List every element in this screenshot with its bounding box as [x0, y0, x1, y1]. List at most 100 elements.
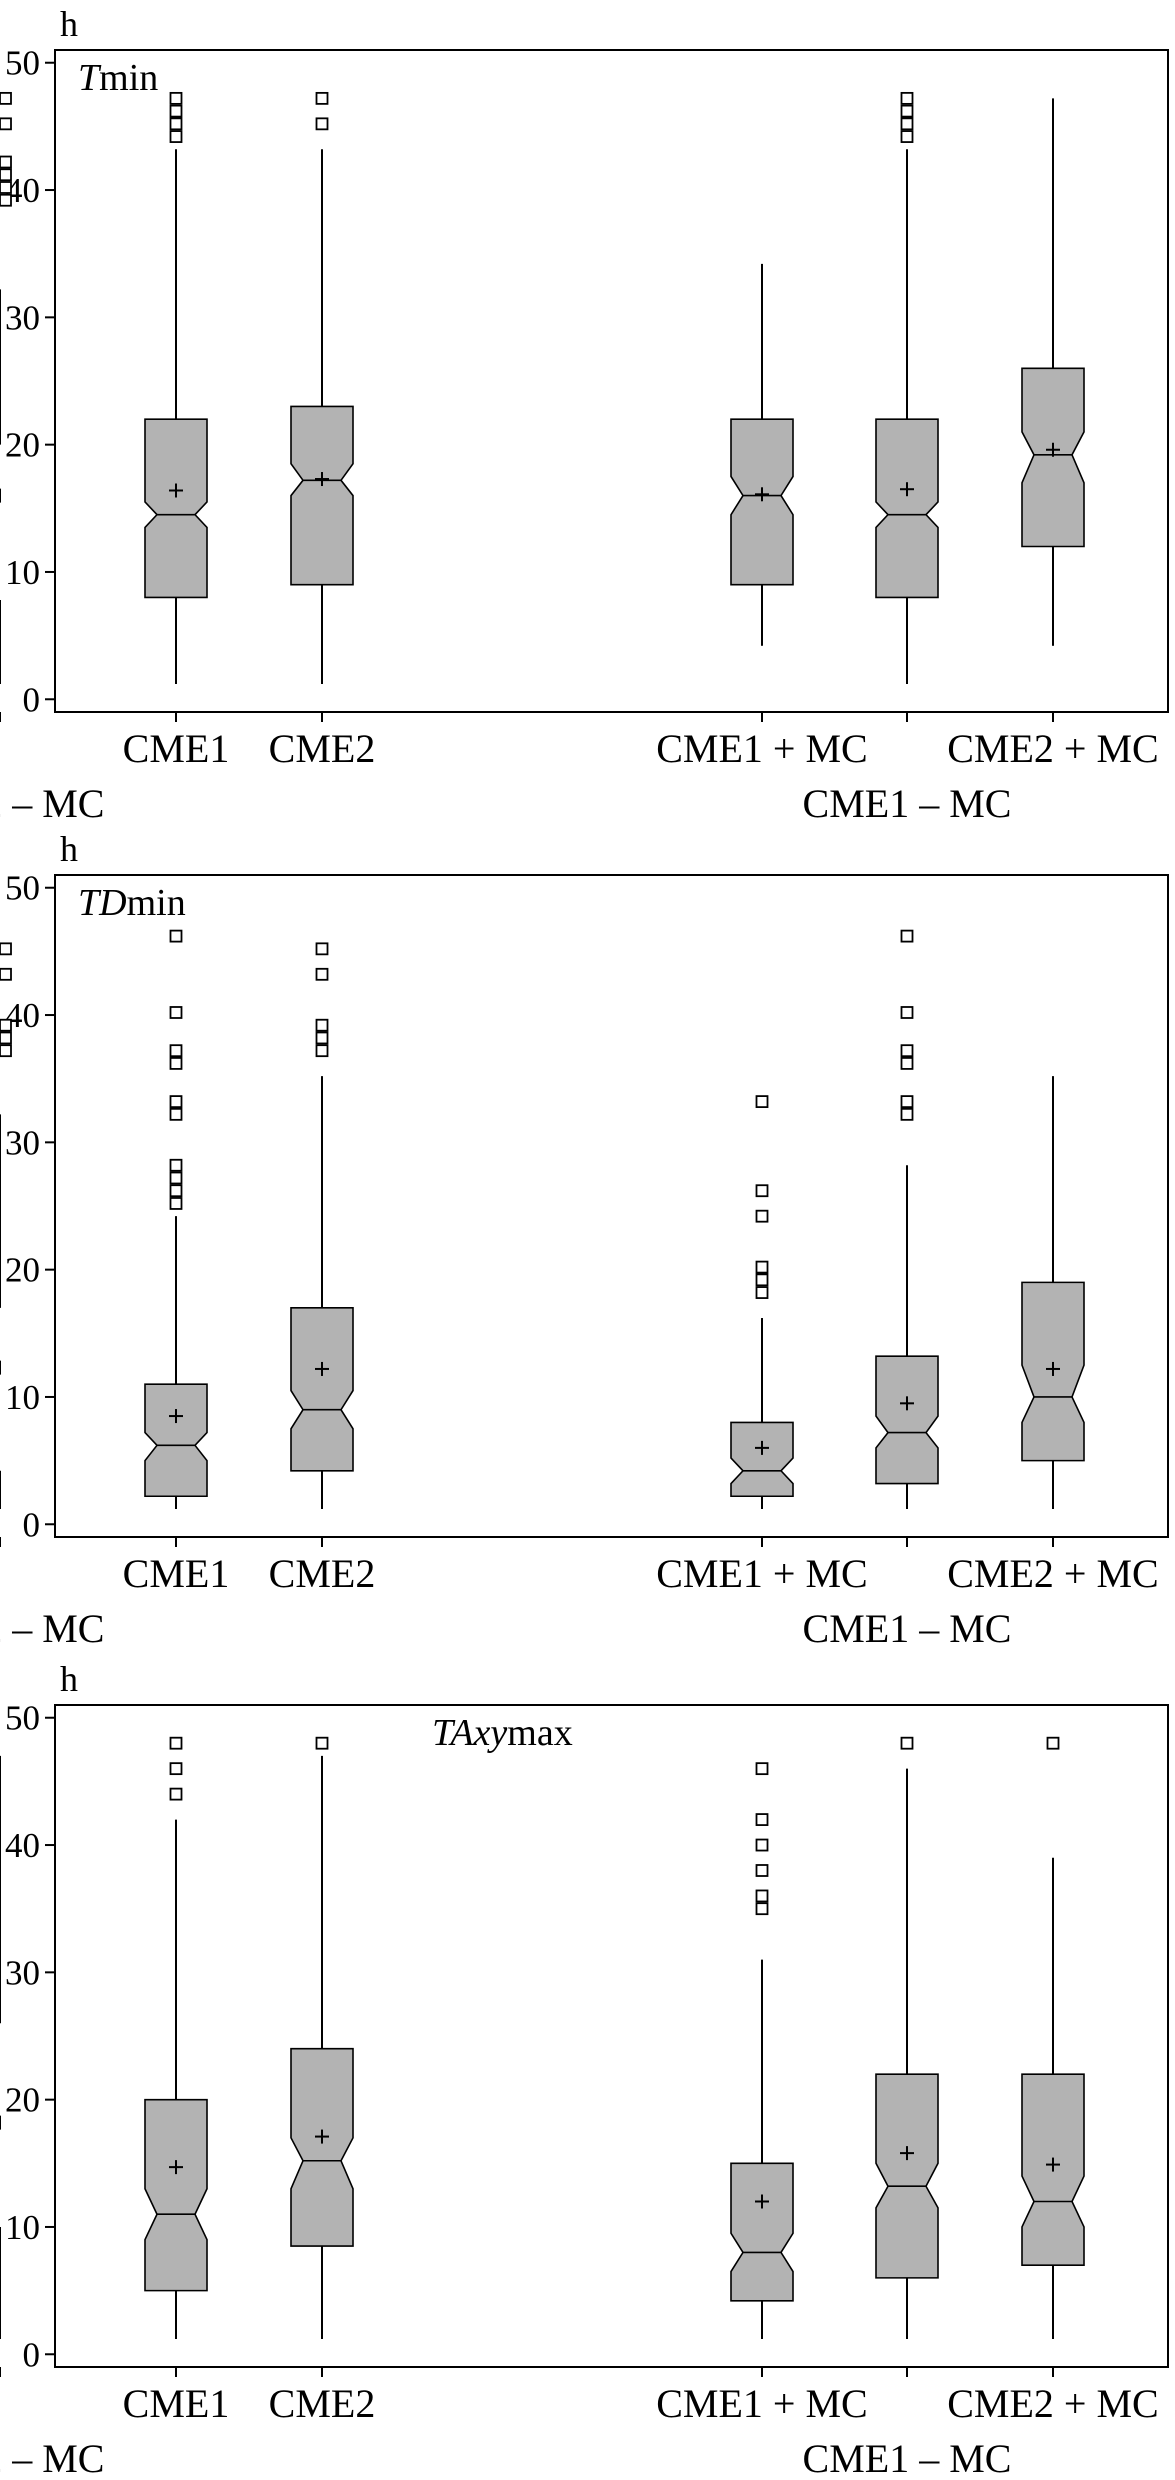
- x-category-label: CME1: [123, 1551, 230, 1596]
- outlier-point: [169, 1107, 183, 1121]
- panel-title: TAxymax: [432, 1712, 573, 1754]
- outlier-point: [315, 1044, 329, 1058]
- notched-box: [730, 1421, 794, 1498]
- x-category-label: CME1 – MC: [803, 2436, 1012, 2480]
- box-cme1-mc: [730, 263, 794, 646]
- y-tick-label: 50: [5, 44, 40, 83]
- outlier-point: [755, 1762, 769, 1776]
- outlier-point: [900, 91, 914, 105]
- box-cme2: [290, 1736, 354, 2339]
- outlier-point: [755, 1889, 769, 1903]
- outlier-point: [169, 1044, 183, 1058]
- outlier-point: [755, 1209, 769, 1223]
- outlier-point: [900, 1057, 914, 1070]
- outlier-point: [315, 117, 329, 131]
- plot-frame: [54, 49, 1169, 713]
- x-category-label: CME2: [269, 726, 376, 771]
- x-category-label: CME1 + MC: [656, 2381, 867, 2426]
- outlier-point: [0, 1044, 12, 1058]
- x-category-label: CME1 + MC: [656, 1551, 867, 1596]
- outlier-point: [900, 1044, 914, 1058]
- outlier-point: [169, 1197, 183, 1210]
- box-cme2: [290, 942, 354, 1509]
- x-category-label: CME1: [123, 726, 230, 771]
- outlier-point: [900, 104, 914, 118]
- y-tick-label: 0: [23, 680, 41, 719]
- x-category-label: CME2 + MC: [947, 1551, 1158, 1596]
- notched-box: [730, 418, 794, 586]
- outlier-point: [315, 91, 329, 105]
- outlier-point: [900, 130, 914, 143]
- outlier-point: [900, 1095, 914, 1109]
- outlier-point: [0, 193, 12, 207]
- outlier-point: [755, 1286, 769, 1299]
- outlier-point: [169, 1057, 183, 1070]
- outlier-point: [169, 117, 183, 131]
- outlier-point: [315, 942, 329, 956]
- box-cme1: [144, 929, 208, 1509]
- notched-box: [875, 1355, 939, 1485]
- x-category-label: CME2 + MC: [947, 726, 1158, 771]
- y-tick-label: 30: [5, 298, 40, 337]
- outlier-point: [169, 130, 183, 143]
- box-cme1-mc: [730, 1762, 794, 2339]
- x-category-label: CME1 + MC: [656, 726, 867, 771]
- outlier-point: [169, 104, 183, 118]
- outlier-point: [755, 1838, 769, 1852]
- notched-box: [290, 405, 354, 586]
- outlier-point: [169, 1787, 183, 1801]
- outlier-point: [755, 1902, 769, 1916]
- y-tick-label: 30: [5, 1953, 40, 1992]
- notched-box: [144, 418, 208, 599]
- y-tick-label: 10: [5, 2208, 40, 2247]
- outlier-point: [1046, 1736, 1060, 1750]
- chart-panel-3: h 0 10 20 30 40 50 TAxymax CME1 CME2 CME1 + MC CME1…: [0, 1659, 1169, 2480]
- outlier-point: [169, 929, 183, 943]
- outlier-point: [169, 1762, 183, 1776]
- outlier-point: [0, 1018, 12, 1032]
- outlier-point: [755, 1260, 769, 1274]
- outlier-point: [315, 1736, 329, 1750]
- outlier-point: [0, 91, 12, 105]
- y-tick-label: 50: [5, 869, 40, 908]
- y-axis-unit: h: [60, 829, 78, 869]
- outlier-point: [169, 1184, 183, 1198]
- x-category-label: CME2 + MC: [947, 2381, 1158, 2426]
- outlier-point: [900, 1736, 914, 1750]
- outlier-point: [755, 1095, 769, 1109]
- outlier-point: [755, 1813, 769, 1826]
- outlier-point: [0, 181, 12, 194]
- y-tick-label: 20: [5, 1251, 40, 1290]
- outlier-point: [900, 1107, 914, 1121]
- outlier-point: [315, 1031, 329, 1045]
- y-tick-label: 40: [5, 1826, 40, 1865]
- outlier-point: [755, 1864, 769, 1877]
- outlier-point: [169, 1736, 183, 1750]
- notched-box: [875, 2073, 939, 2279]
- x-category-label: CME2: [269, 1551, 376, 1596]
- box-cme1-mc: [875, 1736, 939, 2339]
- notched-box: [144, 1383, 208, 1498]
- box-cme2-mc: [1021, 1076, 1085, 1509]
- y-axis-unit: h: [60, 1659, 78, 1699]
- panel-title: TDmin: [78, 882, 186, 924]
- plot-frame: [54, 874, 1169, 1538]
- outlier-point: [315, 967, 329, 981]
- outlier-point: [755, 1273, 769, 1287]
- panel-title: Tmin: [78, 57, 158, 99]
- x-category-label: CME2 – MC: [0, 2436, 104, 2480]
- outlier-point: [0, 168, 12, 182]
- outlier-point: [169, 1006, 183, 1019]
- y-tick-label: 0: [23, 1505, 41, 1544]
- x-category-label: CME1: [123, 2381, 230, 2426]
- box-cme1-mc: [875, 929, 939, 1509]
- notched-box: [290, 2047, 354, 2247]
- box-cme2-mc: [1021, 1736, 1085, 2339]
- box-cme1: [144, 1736, 208, 2339]
- y-tick-label: 50: [5, 1699, 40, 1738]
- y-axis-unit: h: [60, 4, 78, 44]
- notched-box: [290, 1307, 354, 1472]
- plot-frame: [54, 1704, 1169, 2368]
